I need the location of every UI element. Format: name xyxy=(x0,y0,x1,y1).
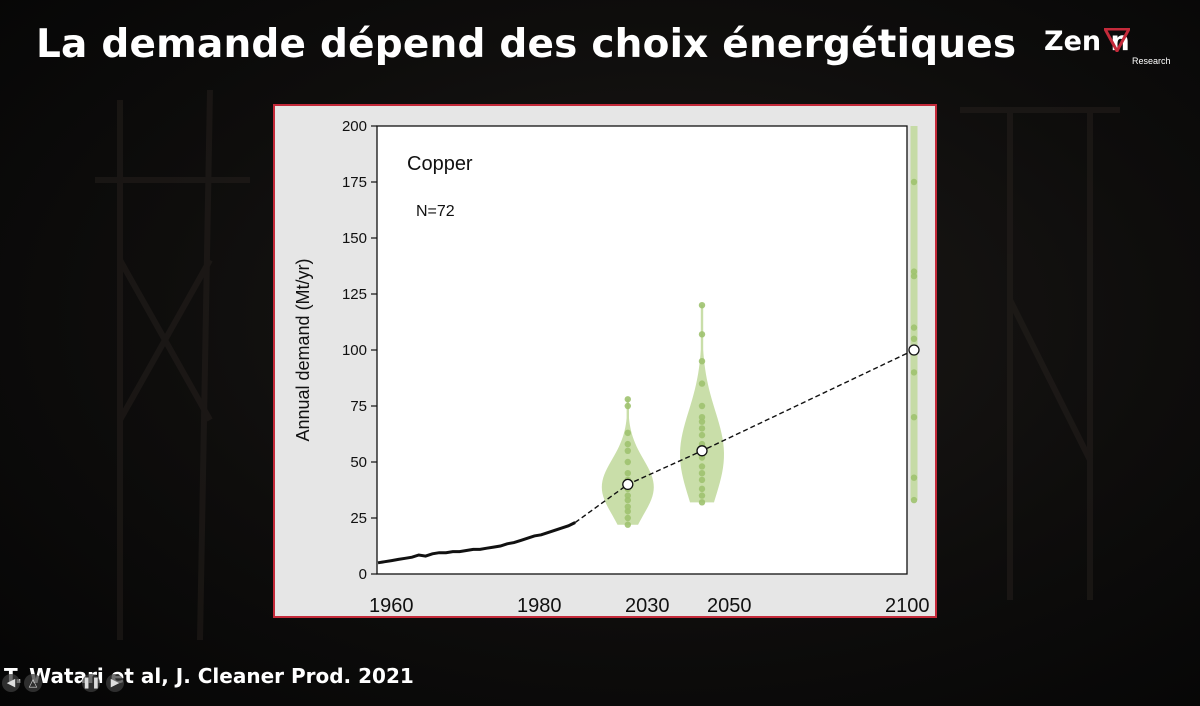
home-icon[interactable]: △ xyxy=(24,674,42,692)
y-tick-label: 150 xyxy=(342,230,367,247)
y-tick-label: 50 xyxy=(350,454,367,471)
median-marker xyxy=(622,478,634,491)
scenario-point xyxy=(624,470,631,477)
copper-demand-chart: 0 25 50 75 100 125 150 175 200 1960 1980 2030 2050 2… xyxy=(293,118,930,616)
logo-wordmark: Zen n xyxy=(1044,26,1130,57)
panel-title: Copper xyxy=(407,153,473,175)
median-marker xyxy=(908,344,920,356)
scenario-point xyxy=(624,492,631,499)
slide-title: La demande dépend des choix énergétiques xyxy=(36,22,1017,67)
scenario-point xyxy=(698,402,706,410)
scenario-point xyxy=(698,380,706,387)
scenario-point xyxy=(698,331,706,338)
sample-size-label: N=72 xyxy=(416,203,455,220)
scenario-point xyxy=(910,272,918,280)
y-tick-label: 75 xyxy=(350,398,367,415)
scenario-point xyxy=(698,431,706,439)
scenario-point xyxy=(698,302,706,309)
scenario-point xyxy=(624,521,631,528)
logo-subtitle: Research xyxy=(1132,56,1171,66)
scenario-point xyxy=(624,396,631,403)
scenario-point xyxy=(910,496,918,504)
x-tick-label: 2030 xyxy=(625,595,670,616)
scenario-point xyxy=(624,508,631,515)
scenario-point xyxy=(698,414,706,421)
scenario-point xyxy=(698,470,706,477)
logo-triangle-icon xyxy=(1104,28,1130,52)
scenario-point xyxy=(910,474,918,481)
median-marker xyxy=(696,445,708,457)
scenario-point xyxy=(698,476,706,484)
scenario-point xyxy=(624,440,631,448)
source-citation: T. Watari et al, J. Cleaner Prod. 2021 xyxy=(4,664,414,688)
scenario-point xyxy=(624,514,631,522)
zenon-logo: Zen n Research xyxy=(1044,26,1174,66)
scenario-point xyxy=(698,463,706,470)
scenario-point xyxy=(910,369,918,376)
scenario-point xyxy=(698,418,706,425)
historical-demand-line xyxy=(377,521,576,565)
x-tick-label: 1960 xyxy=(369,595,414,616)
scenario-point xyxy=(698,358,706,365)
y-tick-label: 200 xyxy=(342,118,367,135)
prev-icon[interactable]: ◀ xyxy=(2,674,20,692)
scenario-point xyxy=(624,496,631,504)
y-tick-label: 0 xyxy=(359,566,367,583)
x-tick-label: 1980 xyxy=(517,595,562,616)
x-tick-label: 2100 xyxy=(885,595,930,616)
violin-2100 xyxy=(910,126,918,501)
y-axis-label: Annual demand (Mt/yr) xyxy=(293,258,313,441)
chart-frame: 0 25 50 75 100 125 150 175 200 1960 1980 2030 2050 2… xyxy=(273,104,937,618)
projection-median-line xyxy=(574,349,915,524)
y-tick-label: 125 xyxy=(342,286,367,303)
pause-icon[interactable]: ❚❚ xyxy=(82,674,100,692)
y-tick-label: 175 xyxy=(342,174,367,191)
scenario-point xyxy=(624,447,631,454)
scenario-point xyxy=(624,429,631,437)
y-tick-label: 25 xyxy=(350,510,367,527)
scenario-point xyxy=(698,485,706,493)
scenario-point xyxy=(910,335,918,342)
x-tick-label: 2050 xyxy=(707,595,752,616)
scenario-point xyxy=(624,402,631,410)
next-icon[interactable]: ▶ xyxy=(106,674,124,692)
scenario-point xyxy=(698,492,706,499)
scenario-point xyxy=(910,268,918,275)
y-tick-label: 100 xyxy=(342,342,367,359)
scenario-point xyxy=(624,458,631,466)
scenario-point xyxy=(698,499,706,506)
scenario-point xyxy=(698,425,706,432)
scenario-point xyxy=(910,414,918,421)
scenario-point xyxy=(910,324,918,331)
scenario-point xyxy=(624,503,631,510)
scenario-point xyxy=(910,178,918,186)
player-controls: ◀ △ ❚❚ ▶ xyxy=(2,672,132,698)
